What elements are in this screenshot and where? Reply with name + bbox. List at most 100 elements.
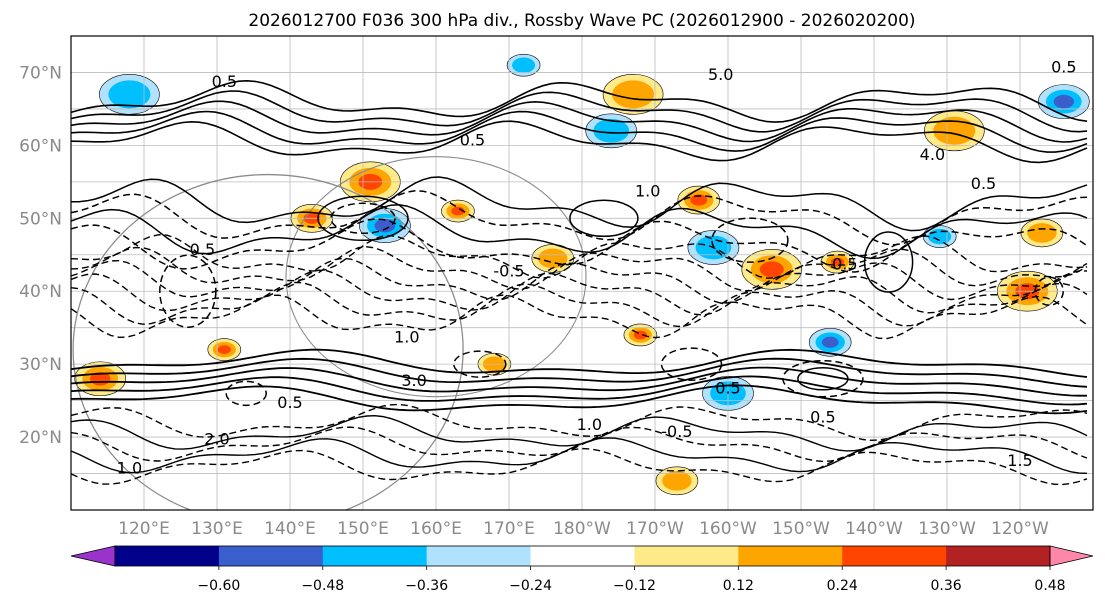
positive-contour xyxy=(71,90,1088,133)
shaded-blob-core xyxy=(117,86,142,103)
positive-contour xyxy=(71,176,1088,232)
contour-label: 2.0 xyxy=(204,429,229,448)
positive-contour xyxy=(71,366,1087,397)
latitude-tick-label: 30°N xyxy=(19,355,62,375)
contour-label: 0.5 xyxy=(277,393,302,412)
longitude-tick-label: 170°W xyxy=(626,519,684,539)
colorbar-segment xyxy=(322,546,428,566)
negative-contour xyxy=(71,447,1088,486)
closed-contour xyxy=(660,347,723,381)
contour-label: 1.0 xyxy=(635,181,660,200)
colorbar-tick-labels: −0.60 −0.48 −0.36 −0.24 −0.12 0.12 0.24 0.36 0.4… xyxy=(197,566,1066,594)
colorbar-tick-label: −0.12 xyxy=(613,578,656,594)
closed-contour xyxy=(317,195,409,242)
positive-contour xyxy=(71,79,1088,123)
shaded-blob-core xyxy=(517,60,531,70)
colorbar-tick-label: 0.48 xyxy=(1034,578,1065,594)
contour-label: 1.0 xyxy=(117,459,142,478)
longitude-tick-label: 150°E xyxy=(337,519,389,539)
longitude-tick-label: 180°W xyxy=(553,519,611,539)
contour-label: 0.5 xyxy=(212,72,237,91)
shaded-blob-core xyxy=(1053,94,1075,109)
mode-circle xyxy=(72,173,464,510)
closed-contour xyxy=(453,350,507,378)
longitude-tick-label: 130°E xyxy=(191,519,243,539)
mode-circle xyxy=(285,156,587,398)
longitude-tick-label: 120°W xyxy=(991,519,1049,539)
closed-contour xyxy=(782,359,864,398)
colorbar-extend-low xyxy=(70,545,116,567)
positive-contour xyxy=(71,348,1088,378)
latitude-tick-label: 50°N xyxy=(19,209,62,229)
negative-contour xyxy=(71,294,1088,340)
contour-label: 0.5 xyxy=(832,254,857,273)
shaded-blob-core xyxy=(374,218,396,233)
longitude-tick-label: 160°E xyxy=(410,519,462,539)
shaded-blob-core xyxy=(821,336,839,348)
contour-label: 5.0 xyxy=(708,65,733,84)
shaded-blob-core xyxy=(217,345,231,354)
closed-contour xyxy=(711,217,789,263)
contour-label: 1.5 xyxy=(1007,451,1032,470)
longitude-tick-label: 170°E xyxy=(483,519,535,539)
contour-label: 0.5 xyxy=(715,378,740,397)
contour-label: 0.5 xyxy=(190,240,215,259)
contour-label: 0.5 xyxy=(1051,57,1076,76)
contour-label: 4.0 xyxy=(920,145,945,164)
contour-label: 0.5 xyxy=(971,174,996,193)
contour-label: 3.0 xyxy=(401,371,426,390)
negative-contour xyxy=(71,233,1088,279)
negative-contour xyxy=(71,269,1088,316)
mode-circles xyxy=(72,156,587,510)
contour-label: 1.0 xyxy=(394,327,419,346)
shaded-blob-core xyxy=(830,257,845,267)
colorbar-tick-label: 0.36 xyxy=(931,578,962,594)
positive-contour xyxy=(71,120,1088,164)
contour-labels: 3.0 0.5 0.5 5.0 0.5 4.0 0.5 1.0 2.0 1.0 -0.5 -0.5 1.… xyxy=(117,57,1077,477)
longitude-tick-label: 150°W xyxy=(772,519,830,539)
shaded-blob-core xyxy=(1033,227,1051,239)
contour-label: 0.5 xyxy=(810,407,835,426)
shaded-blob-core xyxy=(601,124,622,138)
closed-contour xyxy=(225,380,267,407)
colorbar-tick-label: −0.24 xyxy=(509,578,552,594)
longitude-tick-label: 120°E xyxy=(118,519,170,539)
colorbar-segment xyxy=(218,546,324,566)
colorbar-tick-label: 0.24 xyxy=(827,578,858,594)
latitude-tick-label: 20°N xyxy=(19,428,62,448)
colorbar-segment xyxy=(738,546,843,566)
longitude-tick-label: 130°W xyxy=(918,519,976,539)
colorbar-segment xyxy=(530,546,635,566)
closed-contour xyxy=(797,366,849,391)
contour-label: -0.5 xyxy=(661,422,692,441)
latitude-tick-label: 60°N xyxy=(19,136,62,156)
map-frame xyxy=(70,35,1094,511)
positive-contour xyxy=(71,110,1088,153)
colorbar-segment xyxy=(634,546,739,566)
positive-contour xyxy=(71,204,1088,260)
colorbar-segment xyxy=(842,546,947,566)
colorbar xyxy=(70,545,1094,567)
shaded-blob-core xyxy=(759,261,784,278)
negative-contour xyxy=(71,218,1088,273)
positive-contour xyxy=(71,100,1088,143)
rossby-wave-pc-contours xyxy=(71,79,1088,486)
negative-contour xyxy=(71,426,1088,463)
closed-contour xyxy=(159,254,217,328)
longitude-tick-label: 140°E xyxy=(264,519,316,539)
colorbar-segment xyxy=(426,546,532,566)
latitude-tick-label: 70°N xyxy=(19,63,62,83)
negative-contour xyxy=(71,281,1088,328)
positive-contour xyxy=(71,357,1088,388)
colorbar-tick-label: −0.60 xyxy=(197,578,240,594)
shaded-blob-core xyxy=(451,206,465,216)
shaded-blob-core xyxy=(933,232,947,241)
latitude-labels: 70°N 60°N 50°N 40°N 30°N 20°N xyxy=(19,63,62,448)
colorbar-tick-label: −0.36 xyxy=(405,578,448,594)
closed-contour xyxy=(330,202,396,235)
positive-contour xyxy=(71,384,1088,415)
shaded-blob-core xyxy=(668,475,686,487)
positive-contour xyxy=(71,437,1088,474)
latitude-tick-label: 40°N xyxy=(19,282,62,302)
